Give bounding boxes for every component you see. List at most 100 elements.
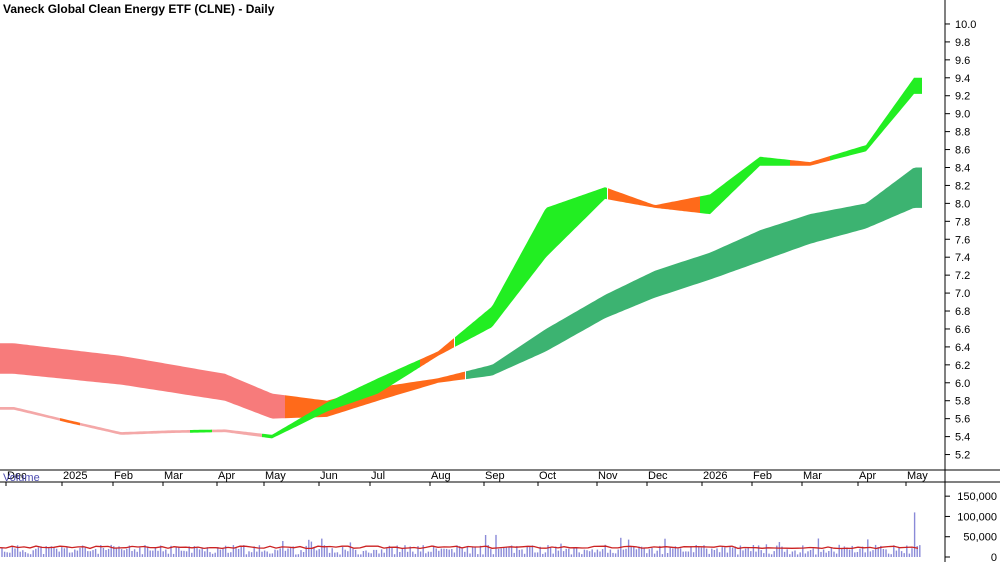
volume-bar — [87, 551, 89, 557]
volume-bar — [128, 545, 131, 557]
volume-bar — [898, 547, 900, 557]
long-ribbon-up-segment — [466, 167, 922, 380]
volume-bar — [872, 550, 874, 557]
volume-bar — [79, 547, 81, 557]
volume-bar — [235, 547, 237, 557]
x-tick-label: May — [265, 470, 286, 482]
x-tick-label: Nov — [598, 470, 618, 482]
volume-bar — [885, 549, 887, 557]
volume-bar — [679, 548, 682, 557]
time-x-axis: Dec 2025 Feb Mar Apr May Jun Jul Aug Sep Oct Nov Dec… — [5, 470, 928, 486]
volume-bar — [588, 551, 591, 557]
volume-bar — [830, 547, 833, 557]
volume-bar — [435, 548, 437, 557]
short-ribbon-segment — [455, 187, 607, 347]
volume-bar — [539, 546, 541, 557]
volume-bar — [45, 546, 47, 557]
volume-bar — [445, 548, 448, 557]
volume-bar — [672, 548, 674, 557]
x-tick-label: 2025 — [63, 470, 87, 482]
volume-bar — [854, 552, 856, 557]
volume-bar — [414, 553, 417, 557]
volume-bar — [175, 546, 177, 557]
volume-bar — [521, 549, 523, 557]
volume-bar — [617, 549, 619, 557]
volume-bar — [196, 547, 198, 557]
volume-bar — [835, 553, 838, 557]
volume-bar — [165, 549, 167, 557]
volume-bar — [786, 549, 788, 557]
volume-bar — [248, 551, 250, 557]
volume-bar — [877, 547, 879, 557]
volume-bar — [846, 547, 848, 557]
volume-y-tick-label: 0 — [991, 552, 997, 562]
volume-bar — [63, 548, 66, 557]
x-tick-label: Aug — [431, 470, 451, 482]
volume-bar — [482, 554, 484, 557]
volume-bar — [126, 548, 128, 557]
volume-bar — [170, 545, 172, 557]
volume-bar — [796, 554, 799, 557]
volume-bar — [118, 546, 120, 557]
volume-bar — [760, 550, 762, 557]
volume-bar — [37, 547, 40, 557]
volume-bar — [396, 545, 398, 557]
price-y-tick-label: 5.2 — [955, 450, 970, 462]
volume-bar — [789, 554, 791, 557]
volume-bar — [492, 554, 495, 557]
volume-bar — [258, 545, 261, 557]
volume-bar — [422, 545, 424, 557]
x-tick-label: 2026 — [703, 470, 727, 482]
volume-bar — [71, 552, 73, 557]
volume-bar — [887, 553, 890, 557]
x-tick-label: Mar — [164, 470, 183, 482]
price-y-tick-label: 6.4 — [955, 342, 970, 354]
volume-bar — [443, 548, 445, 557]
price-y-axis: 5.2 5.4 5.6 5.8 6.0 6.2 6.4 6.6 6.8 7.0 7.2 7.4 7.6 7… — [945, 19, 976, 462]
volume-bar — [341, 547, 344, 557]
volume-bar — [763, 553, 765, 557]
volume-bar — [131, 551, 133, 557]
volume-bar — [206, 547, 209, 557]
price-y-tick-label: 10.0 — [955, 19, 976, 31]
price-y-tick-label: 9.6 — [955, 55, 970, 67]
volume-bar — [310, 541, 313, 557]
volume-bar — [869, 551, 872, 557]
volume-bar — [27, 553, 29, 557]
volume-bar — [916, 546, 918, 557]
volume-bar — [438, 550, 440, 557]
volume-bar — [133, 549, 136, 557]
volume-bar — [269, 553, 271, 557]
volume-bar — [552, 553, 554, 557]
volume-bar — [321, 538, 323, 557]
volume-bar — [178, 546, 180, 557]
volume-bar — [300, 550, 302, 557]
volume-bar — [425, 553, 427, 557]
price-y-tick-label: 6.0 — [955, 378, 970, 390]
volume-bar — [895, 550, 898, 557]
volume-bar — [107, 548, 110, 557]
volume-bar — [318, 549, 320, 557]
volume-bar — [742, 550, 744, 557]
volume-bar — [344, 549, 346, 557]
volume-bar — [383, 552, 385, 557]
volume-bar — [692, 552, 695, 557]
volume-bar — [105, 550, 107, 557]
volume-bar — [66, 547, 68, 557]
price-y-tick-label: 8.0 — [955, 198, 970, 210]
short-ribbon — [0, 77, 922, 439]
volume-bar — [214, 552, 216, 557]
volume-bar — [713, 550, 716, 557]
volume-bar — [529, 547, 531, 557]
volume-bar — [479, 545, 482, 557]
volume-bar — [508, 546, 510, 557]
volume-bar — [375, 549, 378, 557]
volume-bar — [893, 545, 895, 557]
volume-bar — [653, 553, 656, 557]
volume-bar — [354, 549, 357, 557]
volume-bar — [50, 546, 53, 557]
volume-bar — [911, 548, 913, 557]
volume-bar — [58, 551, 60, 557]
price-y-tick-label: 7.0 — [955, 288, 970, 300]
